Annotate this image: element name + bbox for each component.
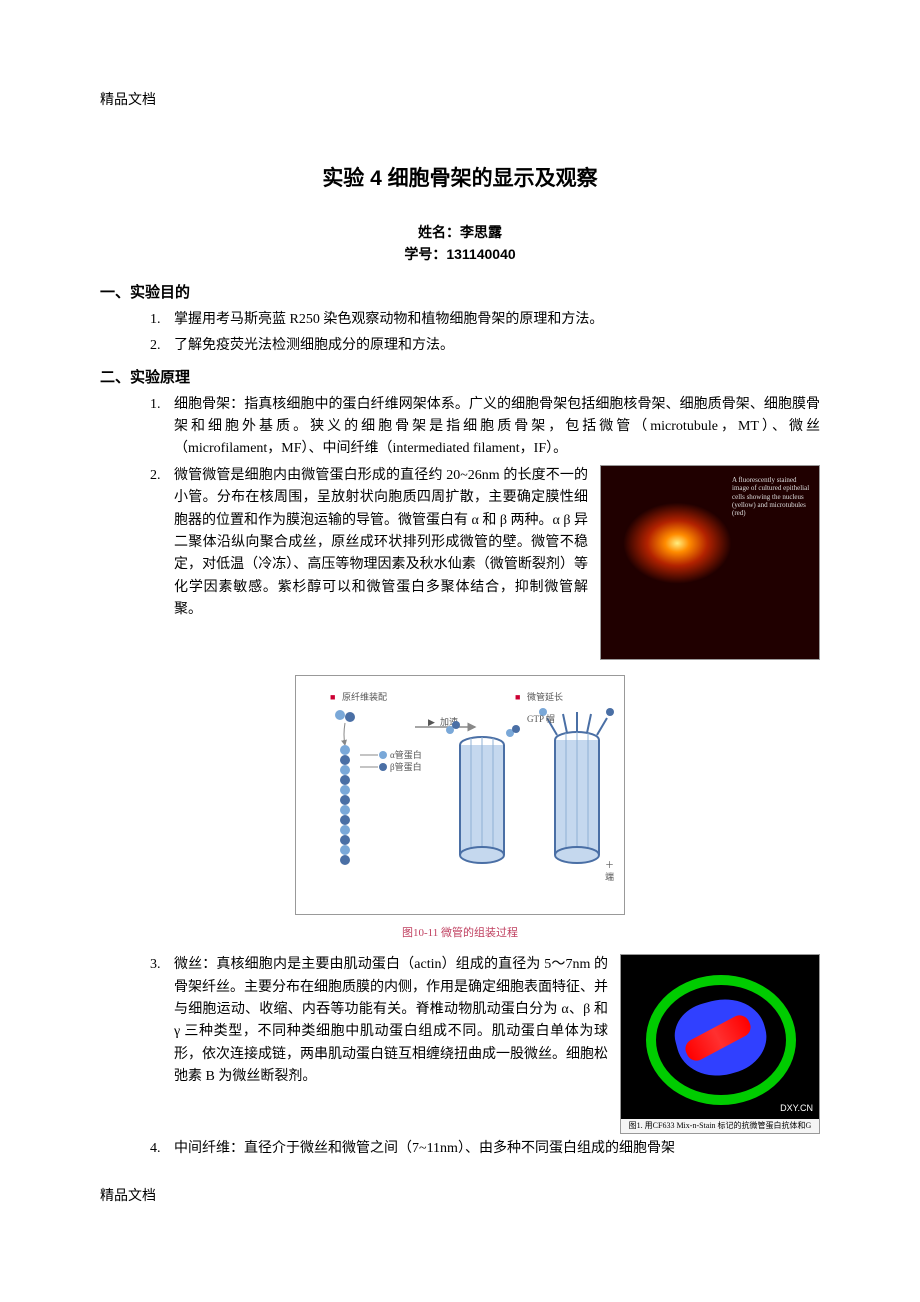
list-item: 2. 了解免疫荧光法检测细胞成分的原理和方法。 [150, 335, 820, 357]
image-caption: A fluorescently stained image of culture… [724, 466, 819, 528]
svg-text:■: ■ [515, 692, 520, 702]
section2-heading: 二、实验原理 [100, 366, 820, 390]
section2-list-continued: 3. 微丝：真核细胞内是主要由肌动蛋白（actin）组成的直径为 5～7nm 的… [100, 954, 820, 1160]
page-title: 实验 4 细胞骨架的显示及观察 [100, 162, 820, 196]
diagram-caption: 图10-11 微管的组装过程 [100, 925, 820, 943]
svg-text:▶: ▶ [428, 717, 435, 727]
list-item: 3. 微丝：真核细胞内是主要由肌动蛋白（actin）组成的直径为 5～7nm 的… [150, 954, 820, 1134]
item-text: 掌握用考马斯亮蓝 R250 染色观察动物和植物细胞骨架的原理和方法。 [174, 309, 820, 331]
list-item: 2. 微管微管是细胞内由微管蛋白形成的直径约 20~26nm 的长度不一的小管。… [150, 465, 820, 660]
svg-text:α管蛋白: α管蛋白 [390, 749, 422, 760]
cell-dxy-image: DXY.CN 图1. 用CF633 Mix-n-Stain 标记的抗微管蛋白抗体… [620, 954, 820, 1134]
section1-heading: 一、实验目的 [100, 281, 820, 305]
list-item: 1. 细胞骨架：指真核细胞中的蛋白纤维网架体系。广义的细胞骨架包括细胞核骨架、细… [150, 394, 820, 461]
image-caption: 图1. 用CF633 Mix-n-Stain 标记的抗微管蛋白抗体和G [621, 1119, 819, 1134]
image-watermark: DXY.CN [780, 1101, 813, 1115]
author-block: 姓名：李思露 学号：131140040 [100, 221, 820, 266]
section2-list: 1. 细胞骨架：指真核细胞中的蛋白纤维网架体系。广义的细胞骨架包括细胞核骨架、细… [100, 394, 820, 660]
item-text: 了解免疫荧光法检测细胞成分的原理和方法。 [174, 335, 820, 357]
item-number: 2. [150, 465, 174, 487]
svg-text:原纤维装配: 原纤维装配 [342, 691, 387, 702]
svg-text:端: 端 [605, 871, 614, 882]
item-number: 1. [150, 309, 174, 331]
item-number: 1. [150, 394, 174, 416]
list-item: 1. 掌握用考马斯亮蓝 R250 染色观察动物和植物细胞骨架的原理和方法。 [150, 309, 820, 331]
list-item: 4. 中间纤维：直径介于微丝和微管之间（7~11nm）、由多种不同蛋白组成的细胞… [150, 1138, 820, 1160]
svg-text:β管蛋白: β管蛋白 [390, 761, 422, 772]
item-text: 微丝：真核细胞内是主要由肌动蛋白（actin）组成的直径为 5～7nm 的骨架纤… [174, 954, 608, 1134]
item-number: 4. [150, 1138, 174, 1160]
item-text: 微管微管是细胞内由微管蛋白形成的直径约 20~26nm 的长度不一的小管。分布在… [174, 465, 588, 660]
svg-text:＋: ＋ [605, 860, 614, 870]
item-number: 3. [150, 954, 174, 976]
header-mark: 精品文档 [100, 90, 820, 112]
section1-list: 1. 掌握用考马斯亮蓝 R250 染色观察动物和植物细胞骨架的原理和方法。 2.… [100, 309, 820, 358]
item-text: 细胞骨架：指真核细胞中的蛋白纤维网架体系。广义的细胞骨架包括细胞核骨架、细胞质骨… [174, 394, 820, 461]
author-name-label: 姓名： [418, 224, 460, 240]
footer-mark: 精品文档 [100, 1186, 820, 1208]
student-id-label: 学号： [404, 246, 446, 262]
microtubule-assembly-diagram: ■ 原纤维装配 ■ 微管延长 ▶ 加速 α管蛋白 β管蛋白 [295, 675, 625, 915]
student-id: 131140040 [446, 246, 515, 262]
author-name: 李思露 [460, 224, 502, 240]
fluorescent-cell-image: A fluorescently stained image of culture… [600, 465, 820, 660]
svg-text:微管延长: 微管延长 [527, 691, 563, 702]
item-text: 中间纤维：直径介于微丝和微管之间（7~11nm）、由多种不同蛋白组成的细胞骨架 [174, 1138, 820, 1160]
svg-text:■: ■ [330, 692, 335, 702]
svg-text:GTP 帽: GTP 帽 [527, 713, 555, 724]
item-number: 2. [150, 335, 174, 357]
